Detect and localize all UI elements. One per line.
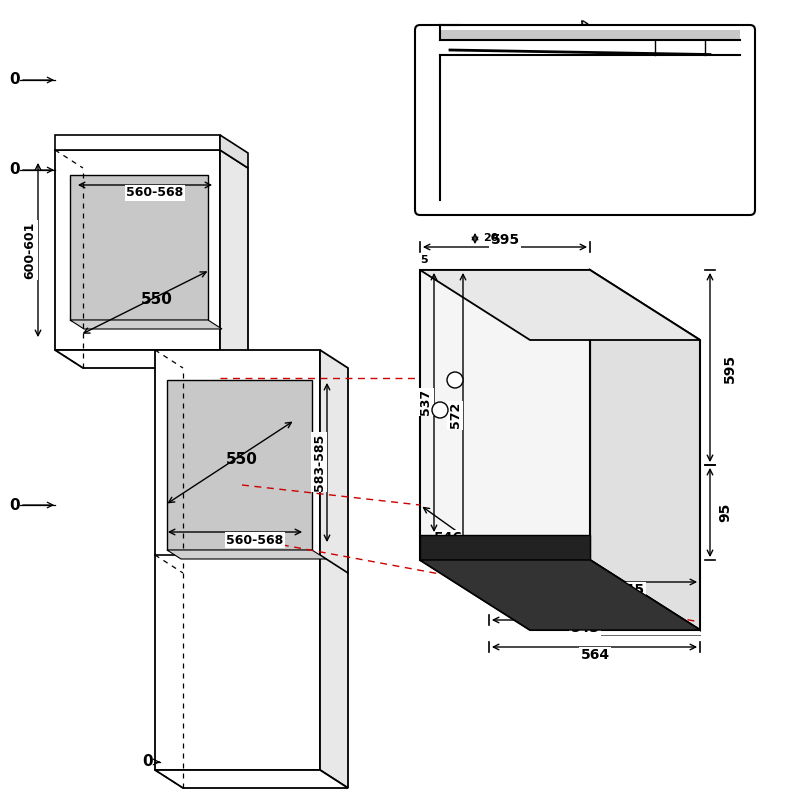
Text: 564: 564 <box>581 648 610 662</box>
Text: 20: 20 <box>483 233 498 243</box>
Text: 543: 543 <box>570 621 599 635</box>
Polygon shape <box>220 150 248 368</box>
Text: 595: 595 <box>490 233 519 247</box>
Text: 572: 572 <box>449 402 462 428</box>
Text: 550: 550 <box>141 293 173 307</box>
Text: 95: 95 <box>718 502 732 522</box>
Text: 560-568: 560-568 <box>226 534 284 546</box>
Text: 345: 345 <box>615 583 645 597</box>
Text: 600-601: 600-601 <box>23 222 37 278</box>
Text: 477: 477 <box>574 18 590 46</box>
Text: 0: 0 <box>142 754 154 770</box>
Text: 550: 550 <box>226 453 258 467</box>
Polygon shape <box>155 770 348 788</box>
Polygon shape <box>70 175 208 320</box>
Polygon shape <box>167 550 326 559</box>
Text: 560-568: 560-568 <box>126 186 184 199</box>
Circle shape <box>432 402 448 418</box>
Text: 583-585: 583-585 <box>313 434 326 490</box>
Polygon shape <box>220 135 248 168</box>
Polygon shape <box>420 560 700 630</box>
Text: 537: 537 <box>419 389 433 415</box>
Polygon shape <box>420 270 590 560</box>
Polygon shape <box>55 150 220 350</box>
Text: 89°: 89° <box>480 63 504 77</box>
Text: 0: 0 <box>716 83 724 93</box>
FancyBboxPatch shape <box>415 25 755 215</box>
Polygon shape <box>420 270 700 340</box>
Text: 595: 595 <box>723 354 737 382</box>
Polygon shape <box>55 135 220 150</box>
Polygon shape <box>420 535 590 560</box>
Text: 18: 18 <box>487 541 502 551</box>
Circle shape <box>447 372 463 388</box>
Polygon shape <box>320 350 348 788</box>
Text: 0: 0 <box>10 162 20 178</box>
Text: 0: 0 <box>10 73 20 87</box>
Text: 0: 0 <box>10 498 20 513</box>
Polygon shape <box>440 30 740 40</box>
Text: 5: 5 <box>420 255 428 265</box>
Polygon shape <box>55 350 248 368</box>
Polygon shape <box>590 270 700 630</box>
Text: 546: 546 <box>434 531 462 545</box>
Text: 10: 10 <box>728 29 743 39</box>
Polygon shape <box>420 560 700 630</box>
Polygon shape <box>167 380 312 550</box>
Text: 0: 0 <box>666 83 674 93</box>
Polygon shape <box>70 320 222 329</box>
Polygon shape <box>155 350 320 770</box>
